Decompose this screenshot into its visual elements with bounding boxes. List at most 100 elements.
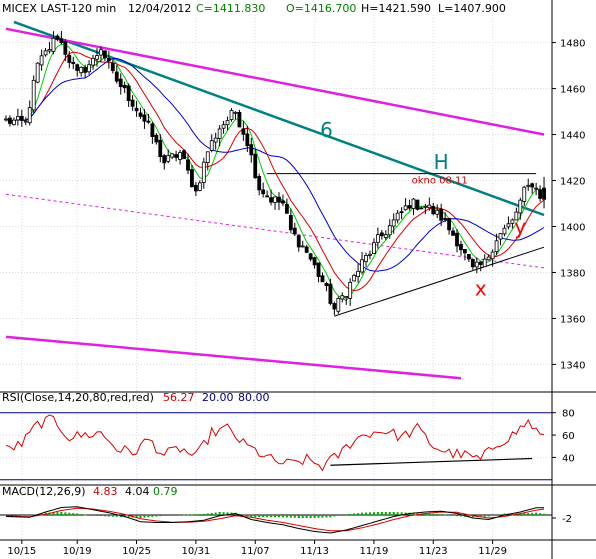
macd-histogram-bar <box>242 515 245 516</box>
candle-body <box>27 107 32 124</box>
macd-histogram-bar <box>372 512 375 515</box>
candle-body <box>360 259 364 273</box>
macd-histogram-bar <box>440 514 443 516</box>
candle-body <box>190 169 194 188</box>
candle-body <box>486 256 491 261</box>
macd-label: MACD(12,26,9) <box>2 485 86 498</box>
candle-body <box>316 262 321 277</box>
macd-histogram-bar <box>448 515 451 516</box>
price-panel: okno 08.11 6 Hx y <box>0 15 552 540</box>
macd-histogram-bar <box>127 515 130 518</box>
price-tick-label: 1380 <box>560 268 585 279</box>
candle-body <box>336 298 341 312</box>
macd-histogram-bar <box>222 512 225 515</box>
candle-body <box>510 219 515 224</box>
macd-histogram-bar <box>139 515 142 518</box>
macd-histogram-bar <box>159 515 162 517</box>
macd-histogram-bar <box>467 515 470 517</box>
candle-body <box>106 57 111 62</box>
macd-histogram-bar <box>84 514 87 516</box>
annotation-H: H <box>434 150 449 174</box>
candle-body <box>35 62 40 83</box>
annotation-6: 6 <box>320 118 333 142</box>
high-value: H=1421.590 <box>361 2 431 15</box>
candle-body <box>522 186 527 202</box>
candle-body <box>269 197 273 203</box>
macd-histogram-bar <box>400 512 403 515</box>
macd-histogram-bar <box>436 514 439 515</box>
macd-tick-label: -2 <box>562 514 572 525</box>
candle-body <box>324 283 329 287</box>
candle-body <box>103 50 107 59</box>
macd-histogram-bar <box>392 512 395 515</box>
macd-histogram-bar <box>396 512 399 515</box>
macd-histogram-bar <box>5 515 7 516</box>
candle-body <box>19 115 24 121</box>
macd-histogram-bar <box>167 515 170 516</box>
time-tick-label: 11/07 <box>241 546 270 557</box>
ma-line-5 <box>5 43 545 302</box>
candle-body <box>340 295 345 300</box>
macd-histogram-bar <box>281 515 284 518</box>
macd-histogram-bar <box>289 515 292 518</box>
candle-body <box>534 187 539 190</box>
rsi-grid <box>0 412 552 481</box>
moving-averages <box>5 43 545 302</box>
annotation-y: y <box>514 214 526 238</box>
close-value: C=1411.830 <box>196 2 265 15</box>
candle-body <box>138 112 143 117</box>
candle-body <box>502 227 507 235</box>
candle-body <box>328 283 333 304</box>
macd-histogram-bar <box>12 515 15 516</box>
candle-body <box>110 62 115 71</box>
macd-histogram-bar <box>329 515 332 518</box>
macd-histogram-bar <box>56 512 59 515</box>
price-tick-label: 1340 <box>560 360 585 371</box>
rsi-panel: RSI(Close,14,20,80,red,red) 56.27 20.00 … <box>0 391 552 481</box>
candle-body <box>245 133 250 147</box>
rsi-line <box>5 414 545 472</box>
macd-histogram-bar <box>459 515 462 517</box>
macd-histogram-bar <box>111 515 114 517</box>
rsi-tick-label: 60 <box>562 431 575 442</box>
candle-body <box>126 85 131 101</box>
rsi-trend-line <box>330 457 533 466</box>
macd-histogram-bar <box>262 515 265 518</box>
annotation-x: x <box>475 276 487 300</box>
macd-histogram-bar <box>499 514 502 516</box>
macd-histogram-bar <box>388 512 391 515</box>
candle-body <box>150 123 155 138</box>
macd-histogram-bar <box>523 513 526 515</box>
macd-histogram-bar <box>376 512 379 515</box>
candle-body <box>494 240 499 253</box>
price-tick-label: 1480 <box>560 39 585 50</box>
macd-histogram-bar <box>428 513 431 515</box>
macd-histogram-bar <box>527 513 530 515</box>
candle-body <box>296 235 301 248</box>
candle-body <box>490 251 495 260</box>
time-tick-label: 10/25 <box>122 546 151 557</box>
macd-histogram-bar <box>72 513 75 515</box>
macd-histogram-bar <box>309 515 312 518</box>
candle-body <box>186 159 190 171</box>
macd-histogram-bar <box>60 512 63 515</box>
candle-body <box>443 217 448 220</box>
macd-histogram-bar <box>357 513 360 515</box>
candle-body <box>253 153 258 179</box>
macd-histogram-bar <box>361 512 364 515</box>
candle-body <box>63 41 68 55</box>
macd-histogram-bar <box>456 515 459 517</box>
macd-histogram-bar <box>68 512 71 515</box>
rsi-tick-label: 40 <box>562 453 575 464</box>
macd-histogram-bar <box>345 514 348 516</box>
candle-body <box>193 184 198 192</box>
candle-body <box>407 205 412 209</box>
candle-body <box>312 257 317 266</box>
candle-body <box>75 64 80 71</box>
candle-body <box>95 55 99 60</box>
macd-histogram-bar <box>99 515 102 517</box>
macd-histogram-bar <box>210 512 213 515</box>
candle-body <box>344 296 349 299</box>
macd-histogram-bar <box>202 513 205 515</box>
candle-body <box>261 189 266 195</box>
